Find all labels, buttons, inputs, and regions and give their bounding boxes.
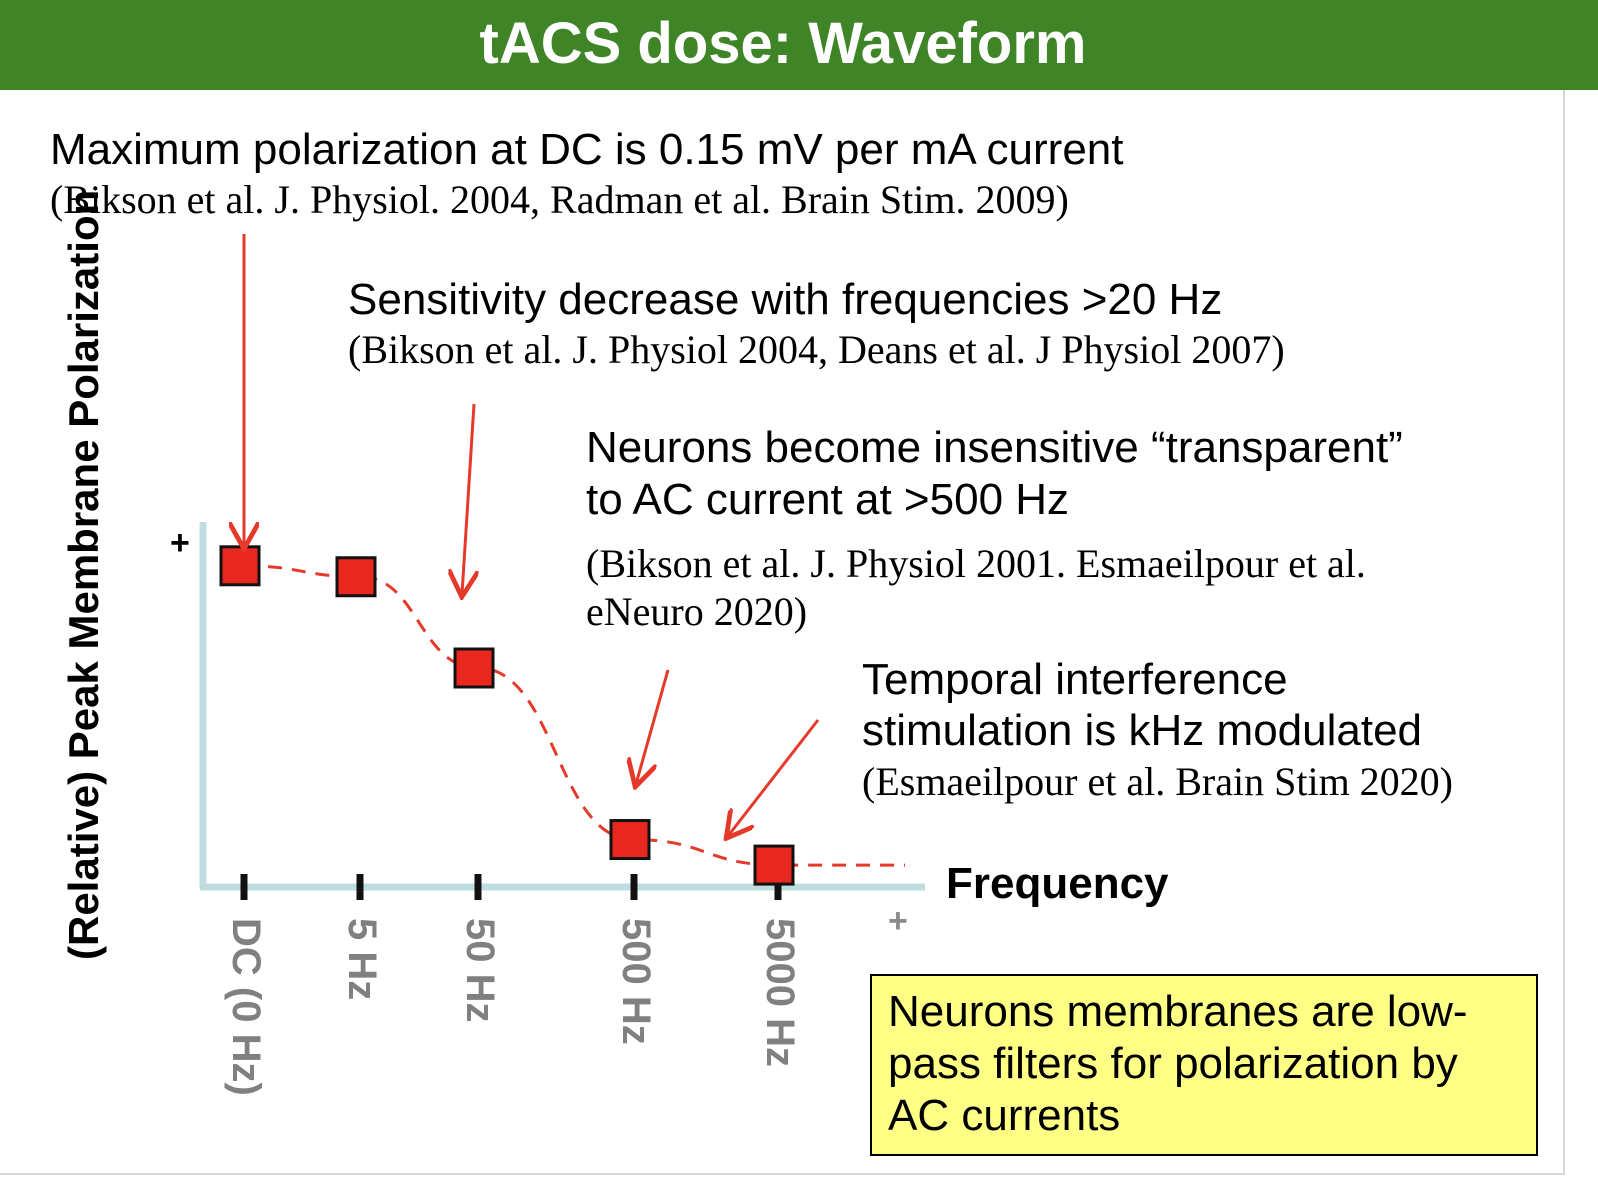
note-ti-main-2: stimulation is kHz modulated [862, 706, 1423, 755]
low-pass-callout: Neurons membranes are low-pass filters f… [870, 974, 1538, 1156]
marker-5hz [335, 556, 377, 598]
note-transparent-ref-1: (Bikson et al. J. Physiol 2001. Esmaeilp… [586, 541, 1366, 586]
title-bar [0, 0, 1598, 90]
note-transparent-main-1: Neurons become insensitive “transparent” [586, 423, 1403, 472]
note-dc-max-ref: (Bikson et al. J. Physiol. 2004, Radman … [50, 177, 1069, 222]
x-axis-label: Frequency [946, 859, 1169, 908]
marker-50hz [453, 647, 495, 689]
y-axis-plus: + [170, 524, 190, 562]
slide-title: tACS dose: Waveform [479, 11, 1087, 76]
trend-line [243, 564, 905, 867]
arrow-sensitivity [462, 403, 474, 594]
note-ti-main-1: Temporal interference [862, 655, 1288, 704]
marker-5000hz [753, 844, 795, 886]
note-sensitivity-main: Sensitivity decrease with frequencies >2… [348, 275, 1223, 324]
note-transparent-main-2: to AC current at >500 Hz [586, 475, 1070, 524]
arrow-temporal-interference [728, 719, 820, 836]
note-transparent-ref-2: eNeuro 2020) [586, 589, 808, 634]
marker-500hz [609, 819, 651, 861]
note-sensitivity-ref: (Bikson et al. J. Physiol 2004, Deans et… [348, 327, 1285, 372]
x-axis-plus: + [888, 902, 908, 940]
note-ti-ref: (Esmaeilpour et al. Brain Stim 2020) [862, 759, 1453, 804]
slide-frame [0, 90, 1565, 1175]
marker-dc [219, 545, 261, 587]
arrow-transparent [636, 669, 670, 784]
note-dc-max-main: Maximum polarization at DC is 0.15 mV pe… [50, 125, 1124, 174]
